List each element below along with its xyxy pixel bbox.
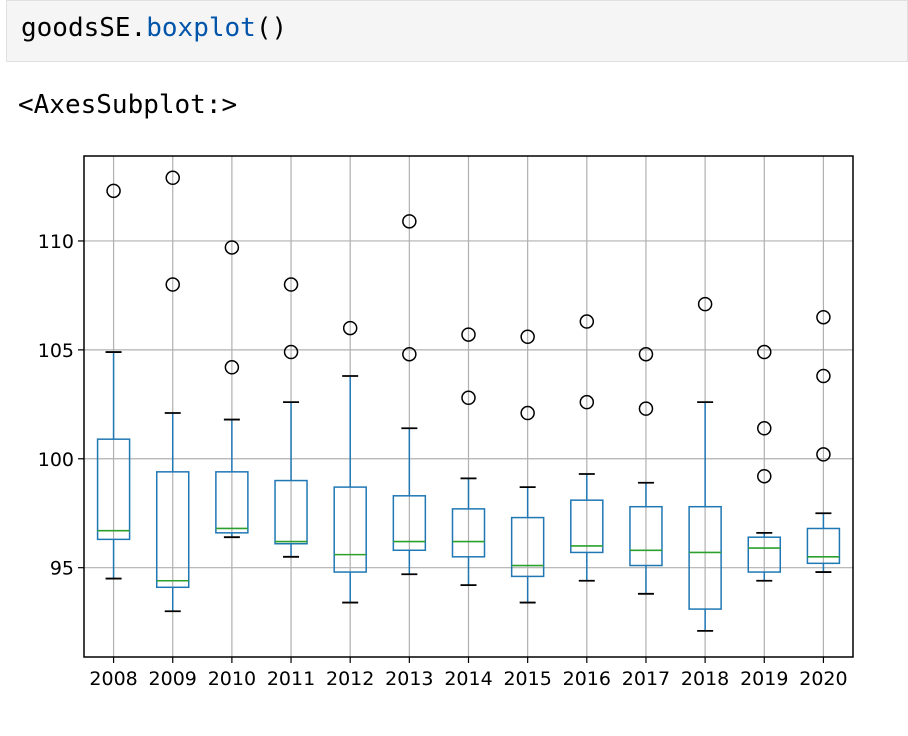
outlier-point	[283, 277, 299, 292]
box	[629, 505, 663, 567]
outlier-point	[638, 346, 654, 362]
outlier-point	[461, 327, 476, 342]
x-tick-label: 2017	[622, 668, 670, 690]
outlier-point	[461, 390, 476, 406]
boxplot-chart: 95 100 105 110 2008 2009 2010 2011 2012 2013 2014 2…	[38, 155, 854, 690]
outlier-point	[402, 346, 417, 362]
outlier-point	[638, 401, 654, 416]
box	[155, 471, 190, 589]
code-cell[interactable]: goodsSE.boxplot()	[6, 0, 908, 62]
x-tick-label: 2020	[799, 668, 847, 690]
outlier-point	[757, 468, 772, 484]
box	[392, 495, 427, 552]
y-tick-label: 100	[38, 449, 74, 471]
outlier-point	[816, 309, 831, 325]
box	[274, 479, 308, 545]
code-parens: ()	[255, 13, 288, 43]
box	[747, 536, 782, 573]
box	[451, 508, 486, 558]
outlier-point	[520, 329, 535, 345]
outlier-point	[579, 314, 595, 329]
outlier-point	[697, 296, 713, 312]
x-tick-label: 2009	[149, 668, 197, 690]
x-tick-label: 2015	[503, 668, 551, 690]
outlier-point	[224, 240, 240, 255]
output-repr: <AxesSubplot:>	[18, 90, 238, 120]
x-tick-label: 2010	[208, 668, 256, 690]
outlier-point	[342, 320, 358, 336]
x-tick-label: 2018	[681, 668, 729, 690]
x-tick-label: 2019	[740, 668, 788, 690]
box	[688, 505, 722, 610]
outlier-point	[402, 214, 417, 229]
outlier-point	[165, 170, 180, 186]
box	[96, 438, 131, 541]
outlier-point	[224, 360, 240, 375]
y-tick-label: 110	[38, 231, 74, 253]
y-tick-label: 105	[38, 340, 74, 362]
box	[215, 471, 249, 534]
box	[510, 516, 545, 578]
outlier-point	[106, 183, 121, 199]
box	[806, 527, 841, 565]
code-object: goodsSE	[21, 13, 131, 43]
x-tick-label: 2011	[267, 668, 315, 690]
code-method: boxplot	[146, 13, 256, 43]
outlier-point	[816, 447, 831, 462]
code-line: goodsSE.boxplot()	[21, 13, 287, 43]
outlier-point	[816, 368, 831, 384]
x-tick-label: 2016	[563, 668, 611, 690]
box	[333, 486, 367, 573]
x-tick-label: 2013	[385, 668, 433, 690]
outlier-point	[757, 344, 772, 360]
outlier-point	[579, 394, 595, 410]
outlier-point	[520, 405, 535, 421]
x-tick-label: 2008	[89, 668, 137, 690]
y-tick-label: 95	[50, 558, 74, 580]
outlier-point	[283, 344, 299, 360]
outlier-point	[757, 421, 772, 436]
outlier-point	[165, 277, 180, 292]
code-dot: .	[130, 13, 147, 43]
x-tick-label: 2012	[326, 668, 374, 690]
x-tick-label: 2014	[444, 668, 492, 690]
box	[570, 499, 604, 554]
